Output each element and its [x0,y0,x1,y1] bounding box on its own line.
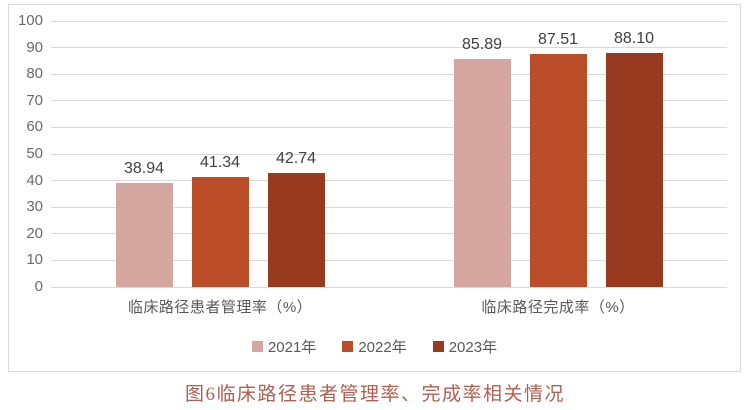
bar-value-label: 38.94 [123,160,165,178]
bar-2022年-0: 41.34 [191,154,249,287]
gridline [51,100,727,102]
category-label: 临床路径患者管理率（%） [127,299,313,316]
legend-item: 2021年 [251,336,317,357]
category-label: 临床路径完成率（%） [481,299,635,316]
bar-2021年-1: 85.89 [453,36,511,287]
gridline [51,180,727,182]
y-axis-tick-label: 50 [26,145,43,162]
bar-2023年-1: 88.10 [605,30,663,287]
gridline [51,47,727,49]
legend-item: 2023年 [432,336,498,357]
legend-swatch-icon [342,341,354,352]
category-axis: 临床路径患者管理率（%） 临床路径完成率（%） [51,296,727,317]
y-axis-tick-label: 100 [17,12,43,29]
y-axis-tick-label: 30 [26,198,43,216]
plot-area: 0 10 20 30 40 50 60 70 80 90 100 38.94 41.34 42.74 85.… [18,12,727,295]
legend-swatch-icon [432,341,444,352]
bar-2021年-0: 38.94 [115,160,173,287]
legend-item: 2022年 [342,336,407,357]
bar-group: 38.94 41.34 42.74 [51,21,389,287]
y-axis-tick-label: 90 [26,38,43,56]
gridline [51,259,727,261]
chart-legend: 2021年 2022年 2023年 [9,336,740,357]
bar-value-label: 85.89 [461,35,503,53]
legend-swatch-icon [251,341,263,352]
legend-label: 2023年 [448,339,498,356]
gridline [51,286,727,288]
gridline [51,233,727,235]
bar-group: 85.89 87.51 88.10 [389,21,727,287]
bar-chart: 0 10 20 30 40 50 60 70 80 90 100 38.94 41.34 42.74 85.… [8,4,741,372]
bar-value-label: 41.34 [199,154,241,172]
y-axis-tick-label: 0 [34,278,43,295]
y-axis-tick-label: 10 [26,251,43,269]
y-axis-tick-label: 60 [26,118,43,136]
bar-value-label: 42.74 [275,150,317,168]
bar-2023年-0: 42.74 [267,150,325,287]
y-axis-tick-label: 70 [26,91,43,109]
bar-value-label: 87.51 [537,31,579,49]
chart-caption: 图6临床路径患者管理率、完成率相关情况 [184,384,565,405]
gridline [51,126,727,128]
y-axis-tick-label: 40 [26,171,43,189]
gridline [51,73,727,75]
y-axis-tick-label: 80 [26,65,43,83]
gridline [51,206,727,208]
gridline [51,153,727,155]
gridline [51,20,727,22]
bar-2022年-1: 87.51 [529,31,587,287]
bar-value-label: 88.10 [613,29,655,47]
y-axis-tick-label: 20 [26,224,43,242]
legend-label: 2021年 [267,339,317,356]
legend-label: 2022年 [358,339,407,356]
